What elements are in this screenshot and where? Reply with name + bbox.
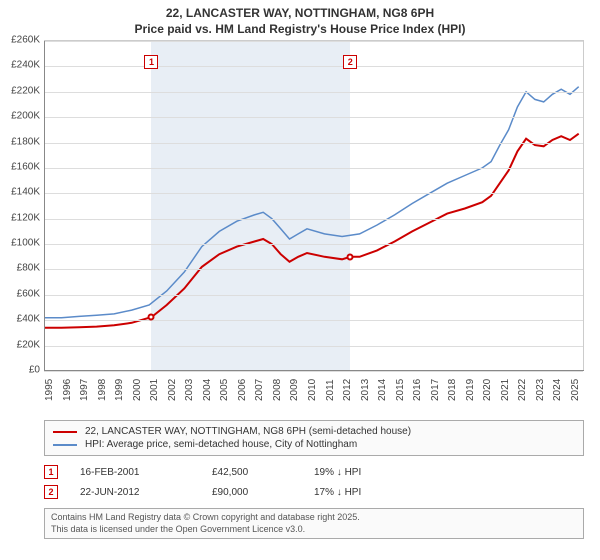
x-axis-label: 2021 <box>500 379 511 401</box>
legend-box: 22, LANCASTER WAY, NOTTINGHAM, NG8 6PH (… <box>44 420 584 456</box>
legend-block: 22, LANCASTER WAY, NOTTINGHAM, NG8 6PH (… <box>44 420 584 539</box>
legend-label: HPI: Average price, semi-detached house,… <box>85 439 357 450</box>
x-axis-label: 2015 <box>395 379 406 401</box>
x-axis-label: 2012 <box>342 379 353 401</box>
attribution: Contains HM Land Registry data © Crown c… <box>44 508 584 539</box>
x-axis-label: 2024 <box>552 379 563 401</box>
y-axis-label: £180K <box>0 136 40 147</box>
chart-lines <box>44 41 584 371</box>
y-axis-label: £140K <box>0 187 40 198</box>
x-axis-label: 2011 <box>325 379 336 401</box>
gridline-h <box>44 244 583 245</box>
sale-row-marker: 1 <box>44 465 58 479</box>
x-axis-label: 2005 <box>219 379 230 401</box>
x-axis-label: 2019 <box>465 379 476 401</box>
y-axis <box>44 41 45 371</box>
x-axis-label: 2009 <box>289 379 300 401</box>
sale-row-diff: 17% ↓ HPI <box>314 487 361 498</box>
x-axis-label: 1998 <box>97 379 108 401</box>
y-axis-label: £80K <box>0 263 40 274</box>
y-axis-label: £100K <box>0 238 40 249</box>
y-axis-label: £20K <box>0 339 40 350</box>
y-axis-label: £260K <box>0 35 40 46</box>
x-axis-label: 1996 <box>62 379 73 401</box>
chart-title-main: 22, LANCASTER WAY, NOTTINGHAM, NG8 6PH <box>0 6 600 22</box>
x-axis-label: 2001 <box>149 379 160 401</box>
y-axis-label: £220K <box>0 85 40 96</box>
x-axis-label: 2014 <box>377 379 388 401</box>
gridline-h <box>44 219 583 220</box>
sales-rows: 1 16-FEB-2001 £42,500 19% ↓ HPI 2 22-JUN-2012… <box>44 462 584 502</box>
plot-area: 1995199619971998199920002001200220032004… <box>44 40 584 370</box>
gridline-h <box>44 193 583 194</box>
x-axis-label: 2025 <box>570 379 581 401</box>
x-axis-label: 2006 <box>237 379 248 401</box>
legend-row: HPI: Average price, semi-detached house,… <box>53 438 575 451</box>
x-axis-label: 2023 <box>535 379 546 401</box>
sale-row-date: 22-JUN-2012 <box>80 487 190 498</box>
sale-row: 2 22-JUN-2012 £90,000 17% ↓ HPI <box>44 482 584 502</box>
gridline-h <box>44 320 583 321</box>
chart-title-sub: Price paid vs. HM Land Registry's House … <box>0 22 600 38</box>
sale-row-price: £42,500 <box>212 467 292 478</box>
x-axis-label: 2013 <box>360 379 371 401</box>
x-axis <box>44 370 584 371</box>
gridline-h <box>44 41 583 42</box>
series-hpi <box>44 87 579 318</box>
sale-marker-dot <box>347 253 354 260</box>
legend-swatch <box>53 431 77 433</box>
sale-marker-dot <box>148 314 155 321</box>
y-axis-label: £200K <box>0 111 40 122</box>
x-axis-label: 2008 <box>272 379 283 401</box>
sale-marker-box: 1 <box>144 55 158 69</box>
y-axis-label: £240K <box>0 60 40 71</box>
x-axis-label: 2007 <box>254 379 265 401</box>
y-axis-label: £0 <box>0 365 40 376</box>
x-axis-label: 2016 <box>412 379 423 401</box>
attribution-line1: Contains HM Land Registry data © Crown c… <box>51 512 577 524</box>
sale-row-marker: 2 <box>44 485 58 499</box>
x-axis-label: 1997 <box>79 379 90 401</box>
chart-area: 1995 1996 1997 1998 1999 2000 2001 2002 2003 2004… <box>0 40 600 410</box>
y-axis-label: £120K <box>0 212 40 223</box>
y-axis-label: £160K <box>0 161 40 172</box>
x-axis-label: 2002 <box>167 379 178 401</box>
legend-label: 22, LANCASTER WAY, NOTTINGHAM, NG8 6PH (… <box>85 426 411 437</box>
x-axis-label: 1995 <box>44 379 55 401</box>
sale-row-date: 16-FEB-2001 <box>80 467 190 478</box>
x-axis-label: 2000 <box>132 379 143 401</box>
x-axis-label: 1999 <box>114 379 125 401</box>
gridline-h <box>44 168 583 169</box>
gridline-h <box>44 66 583 67</box>
legend-row: 22, LANCASTER WAY, NOTTINGHAM, NG8 6PH (… <box>53 425 575 438</box>
attribution-line2: This data is licensed under the Open Gov… <box>51 524 577 536</box>
y-axis-label: £40K <box>0 314 40 325</box>
gridline-h <box>44 269 583 270</box>
gridline-h <box>44 295 583 296</box>
x-axis-label: 2017 <box>430 379 441 401</box>
sale-marker-box: 2 <box>343 55 357 69</box>
gridline-h <box>44 92 583 93</box>
gridline-h <box>44 371 583 372</box>
y-axis-label: £60K <box>0 288 40 299</box>
gridline-h <box>44 346 583 347</box>
legend-swatch <box>53 444 77 446</box>
x-axis-label: 2004 <box>202 379 213 401</box>
sale-row-price: £90,000 <box>212 487 292 498</box>
sale-row: 1 16-FEB-2001 £42,500 19% ↓ HPI <box>44 462 584 482</box>
gridline-h <box>44 143 583 144</box>
sale-row-diff: 19% ↓ HPI <box>314 467 361 478</box>
x-axis-label: 2022 <box>517 379 528 401</box>
gridline-h <box>44 117 583 118</box>
x-axis-label: 2020 <box>482 379 493 401</box>
x-axis-label: 2018 <box>447 379 458 401</box>
x-axis-label: 2003 <box>184 379 195 401</box>
x-axis-label: 2010 <box>307 379 318 401</box>
